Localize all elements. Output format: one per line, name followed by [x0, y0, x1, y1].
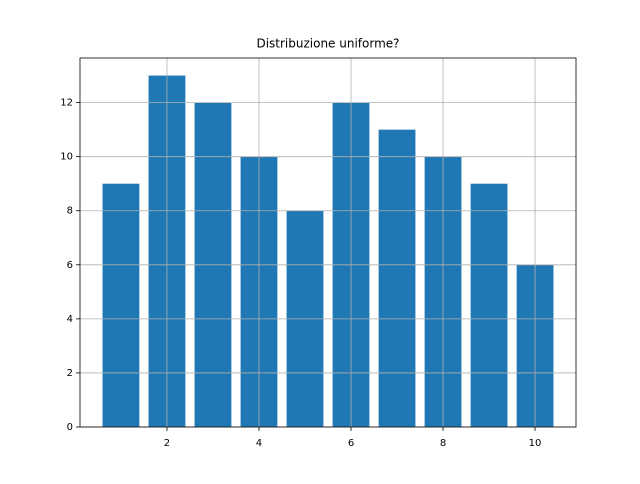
- y-tick-label: 2: [67, 368, 73, 379]
- y-tick-label: 10: [60, 152, 73, 163]
- x-tick-label: 2: [164, 438, 170, 449]
- bar: [378, 129, 416, 427]
- plot-frame: [79, 57, 577, 428]
- y-tick-label: 8: [67, 206, 73, 217]
- y-tick-label: 12: [60, 98, 73, 109]
- x-tick-label: 4: [256, 438, 262, 449]
- x-tick-label: 6: [348, 438, 354, 449]
- bar: [470, 183, 508, 427]
- y-tick-label: 6: [67, 260, 73, 271]
- x-tick-label: 8: [440, 438, 446, 449]
- chart-title: Distribuzione uniforme?: [256, 37, 399, 51]
- bar: [102, 183, 140, 427]
- y-tick-label: 0: [67, 422, 73, 433]
- x-tick-label: 10: [529, 438, 542, 449]
- y-tick-label: 4: [67, 314, 73, 325]
